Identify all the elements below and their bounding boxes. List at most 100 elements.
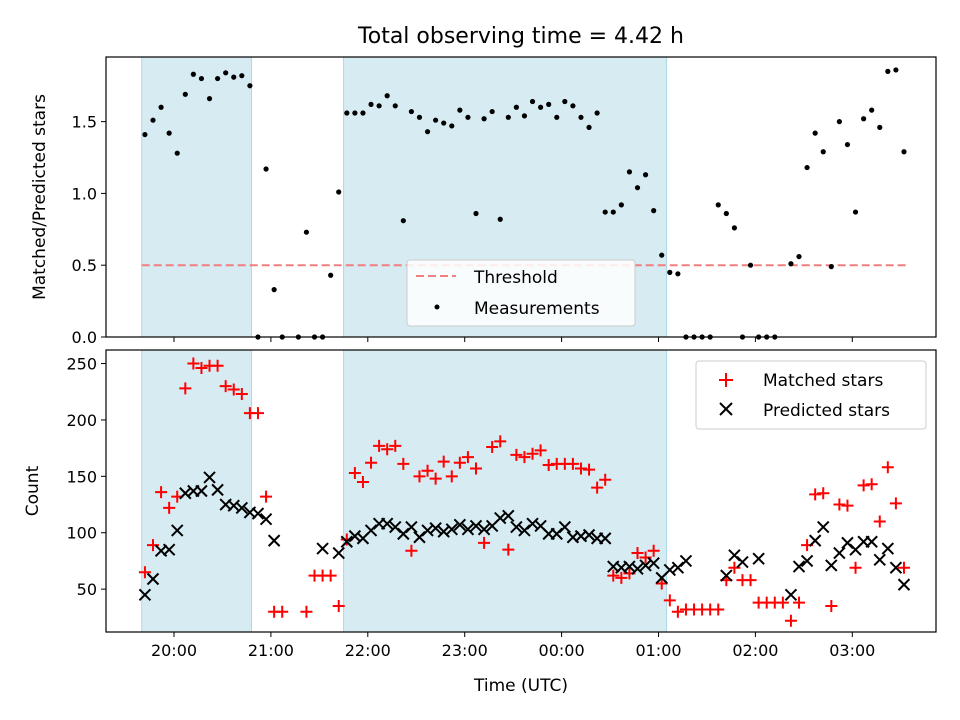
measurement-point — [449, 123, 455, 129]
matched-star-point — [865, 478, 878, 491]
measurement-point — [626, 169, 633, 175]
predicted-star-point — [833, 546, 846, 560]
matched-star-point — [825, 600, 838, 613]
matched-star-point — [138, 566, 151, 579]
measurement-point — [513, 104, 519, 110]
measurement-point — [885, 68, 891, 74]
bottom-shaded-interval-1 — [343, 349, 668, 633]
measurement-point — [554, 114, 560, 120]
matched-star-point — [445, 470, 458, 483]
measurement-point — [239, 73, 245, 79]
measurement-point — [788, 261, 794, 267]
matched-star-point — [607, 569, 620, 582]
measurement-point — [344, 110, 350, 116]
matched-star-point — [849, 561, 862, 574]
measurement-point — [820, 149, 826, 155]
measurement-point — [610, 209, 616, 215]
matched-star-point — [478, 536, 491, 549]
matched-star-point — [502, 543, 515, 556]
x-tick-label: 22:00 — [345, 641, 391, 660]
predicted-star-point — [736, 555, 749, 569]
matched-star-point — [155, 486, 168, 499]
predicted-star-point — [510, 520, 523, 534]
matched-star-point — [429, 472, 442, 485]
measurement-point — [877, 124, 883, 130]
measurement-point — [651, 208, 657, 214]
measurement-point — [901, 149, 907, 155]
measurement-point — [747, 262, 754, 268]
measurement-point — [400, 218, 406, 224]
measurement-point — [505, 114, 511, 120]
measurement-point — [166, 130, 172, 136]
measurement-point — [538, 104, 544, 110]
matched-star-point — [470, 462, 483, 475]
measurement-point — [852, 209, 859, 215]
predicted-star-point — [437, 525, 450, 538]
predicted-star-point — [897, 578, 911, 591]
measurement-point — [360, 110, 366, 116]
top-y-axis-label: Matched/Predicted stars — [30, 94, 50, 300]
chart-title: Total observing time = 4.42 h — [357, 24, 684, 49]
bottom-axes-frame — [105, 349, 937, 633]
matched-star-point — [639, 551, 652, 564]
measurement-point — [642, 172, 649, 178]
matched-star-point — [356, 475, 369, 488]
measurement-point — [634, 185, 641, 191]
predicted-star-point — [380, 517, 394, 530]
y-tick-label: 0.0 — [72, 328, 97, 347]
matched-star-point — [187, 357, 200, 370]
predicted-star-point — [179, 487, 192, 500]
matched-star-point — [461, 451, 474, 464]
measurement-point — [441, 120, 447, 126]
measurement-point — [602, 209, 608, 215]
measurement-point — [586, 124, 592, 130]
measurement-point — [715, 202, 721, 208]
matched-star-point — [809, 488, 822, 501]
matched-star-point — [889, 497, 902, 510]
measurement-point — [618, 202, 624, 208]
x-tick-label: 23:00 — [442, 641, 488, 660]
bottom-y-axis-label: Count — [23, 465, 43, 516]
measurement-point — [594, 110, 600, 116]
measurement-point — [416, 114, 423, 120]
top-shaded-interval-0 — [141, 56, 253, 338]
bottom-legend: Matched stars Predicted stars — [695, 360, 927, 430]
predicted-star-point — [340, 535, 354, 548]
measurement-point — [352, 110, 358, 116]
predicted-star-point — [171, 524, 184, 537]
y-tick-label: 0.5 — [72, 256, 97, 275]
measurement-point — [271, 287, 277, 293]
legend-matched-swatch — [719, 373, 733, 387]
measurement-point — [481, 116, 487, 122]
matched-star-point — [712, 603, 725, 616]
matched-star-point — [526, 447, 539, 460]
predicted-star-point — [679, 554, 693, 568]
measurement-point — [489, 108, 495, 115]
predicted-star-point — [453, 518, 467, 532]
matched-star-point — [389, 439, 402, 452]
predicted-star-point — [881, 542, 895, 555]
matched-star-point — [413, 470, 426, 483]
predicted-star-point — [663, 563, 677, 577]
predicted-star-point — [146, 572, 160, 586]
measurement-point — [804, 164, 810, 171]
matched-star-point — [510, 448, 523, 461]
matched-star-point — [671, 605, 684, 618]
matched-star-point — [663, 594, 676, 607]
predicted-star-point — [720, 569, 733, 582]
predicted-star-point — [752, 552, 765, 565]
measurement-point — [206, 96, 213, 102]
matched-star-point — [518, 451, 531, 464]
matched-star-point — [599, 473, 612, 486]
predicted-star-point — [259, 512, 273, 526]
matched-star-point — [332, 600, 345, 613]
measurement-point — [529, 98, 536, 105]
y-tick-label: 1.5 — [72, 113, 97, 132]
predicted-star-point — [873, 553, 886, 567]
measurement-point — [408, 108, 415, 115]
measurement-point — [142, 131, 148, 138]
measurement-point — [836, 119, 842, 125]
bottom-shaded-interval-0 — [141, 349, 253, 633]
measurement-point — [723, 210, 729, 217]
measurement-point — [190, 71, 196, 77]
